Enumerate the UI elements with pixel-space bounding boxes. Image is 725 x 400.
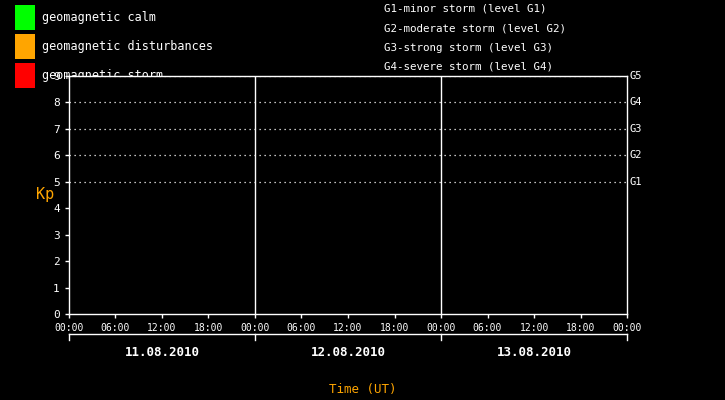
Text: 12.08.2010: 12.08.2010 [310, 346, 386, 358]
Text: G1-minor storm (level G1): G1-minor storm (level G1) [384, 4, 547, 14]
Text: G2-moderate storm (level G2): G2-moderate storm (level G2) [384, 23, 566, 33]
Text: geomagnetic calm: geomagnetic calm [42, 11, 156, 24]
Text: G5-extreme storm (level G5): G5-extreme storm (level G5) [384, 81, 560, 91]
Y-axis label: Kp: Kp [36, 188, 54, 202]
Text: G5: G5 [630, 71, 642, 81]
Text: G4: G4 [630, 98, 642, 108]
Text: G4-severe storm (level G4): G4-severe storm (level G4) [384, 62, 553, 72]
Text: geomagnetic disturbances: geomagnetic disturbances [42, 40, 213, 53]
Text: Time (UT): Time (UT) [328, 383, 397, 396]
Text: 13.08.2010: 13.08.2010 [497, 346, 571, 358]
Text: G1: G1 [630, 177, 642, 187]
Text: G3-strong storm (level G3): G3-strong storm (level G3) [384, 42, 553, 52]
Text: G3: G3 [630, 124, 642, 134]
Text: geomagnetic storm: geomagnetic storm [42, 69, 163, 82]
Bar [14, 34, 35, 59]
Text: 11.08.2010: 11.08.2010 [125, 346, 199, 358]
Text: G2: G2 [630, 150, 642, 160]
Bar [14, 63, 35, 88]
Bar [14, 5, 35, 30]
